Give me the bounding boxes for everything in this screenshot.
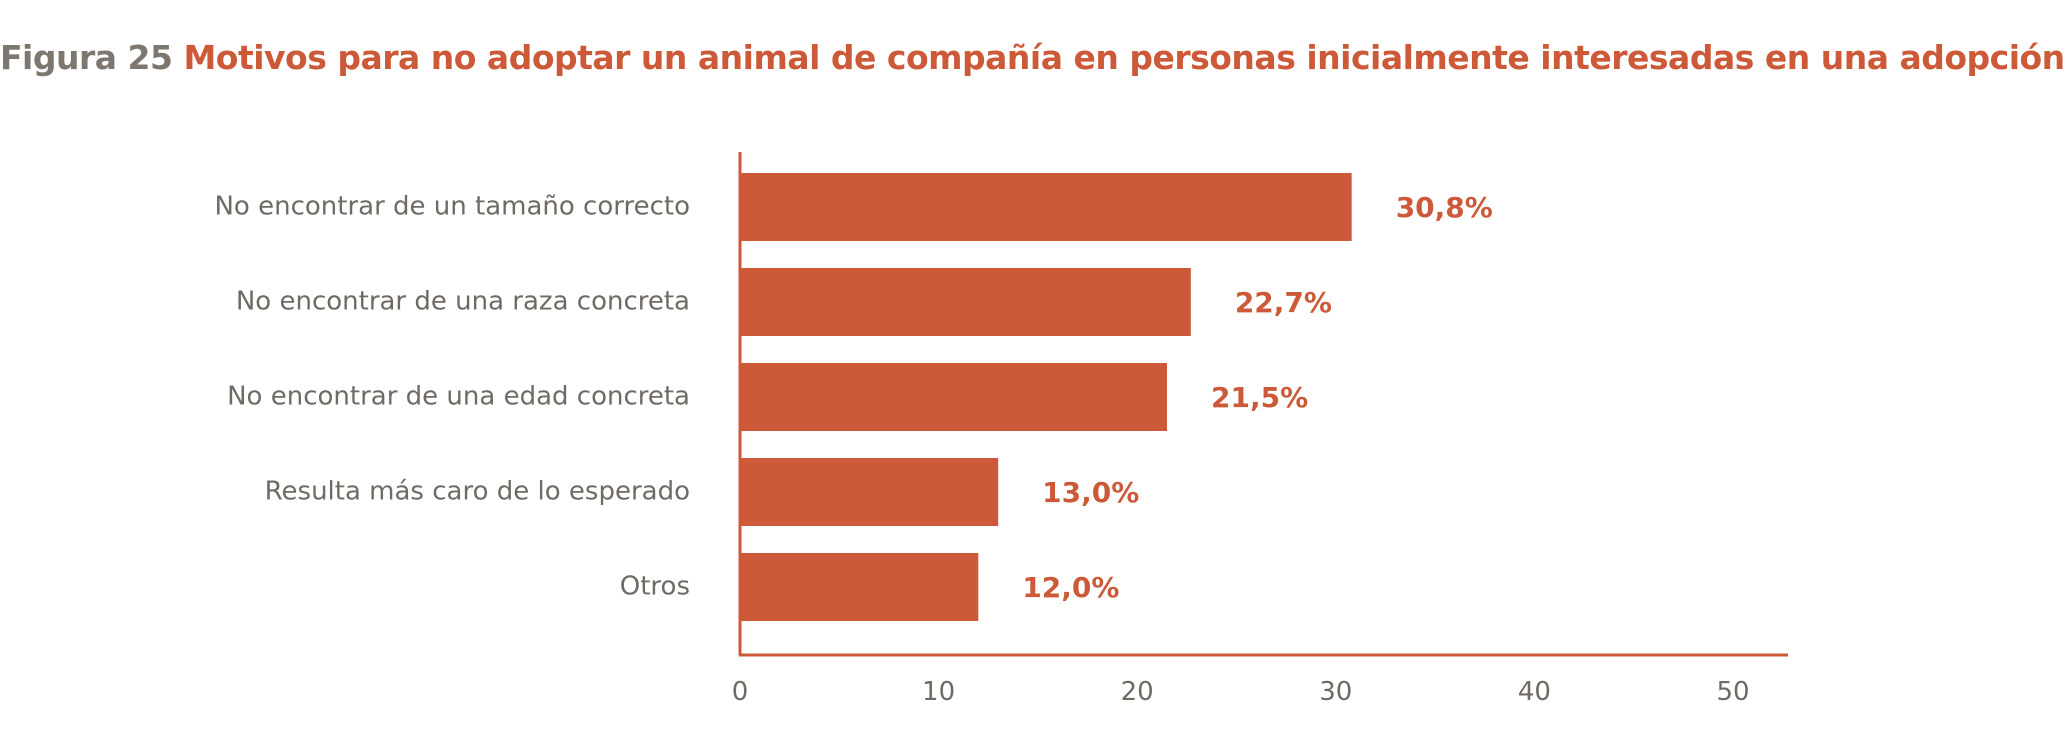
bars-layer — [740, 173, 1352, 621]
data-label: 22,7% — [1235, 286, 1332, 319]
category-label: No encontrar de una raza concreta — [236, 287, 690, 317]
bar — [740, 553, 979, 621]
data-label: 21,5% — [1211, 381, 1308, 414]
x-tick-label: 20 — [1121, 677, 1154, 707]
bar — [740, 363, 1167, 431]
bar — [740, 458, 999, 526]
data-label: 30,8% — [1396, 191, 1493, 224]
x-tick-label: 10 — [922, 677, 955, 707]
category-label: Resulta más caro de lo esperado — [265, 477, 690, 507]
x-tick-label: 50 — [1716, 677, 1749, 707]
x-tick-label: 30 — [1319, 677, 1352, 707]
figure-title: Motivos para no adoptar un animal de com… — [183, 38, 2068, 77]
bar — [740, 173, 1352, 241]
x-tick-label: 40 — [1518, 677, 1551, 707]
labels-layer: No encontrar de un tamaño correcto 30,8% N… — [214, 191, 1749, 707]
data-label: 12,0% — [1022, 571, 1119, 604]
bar — [740, 268, 1191, 336]
category-label: No encontrar de una edad concreta — [227, 382, 690, 412]
figure-number: Figura 25 — [0, 38, 173, 77]
data-label: 13,0% — [1042, 476, 1139, 509]
x-tick-label: 0 — [732, 677, 749, 707]
category-label: No encontrar de un tamaño correcto — [214, 192, 690, 222]
category-label: Otros — [620, 572, 690, 602]
axes-layer — [738, 152, 1788, 657]
chart-title: Figura 25 Motivos para no adoptar un ani… — [0, 38, 2068, 77]
